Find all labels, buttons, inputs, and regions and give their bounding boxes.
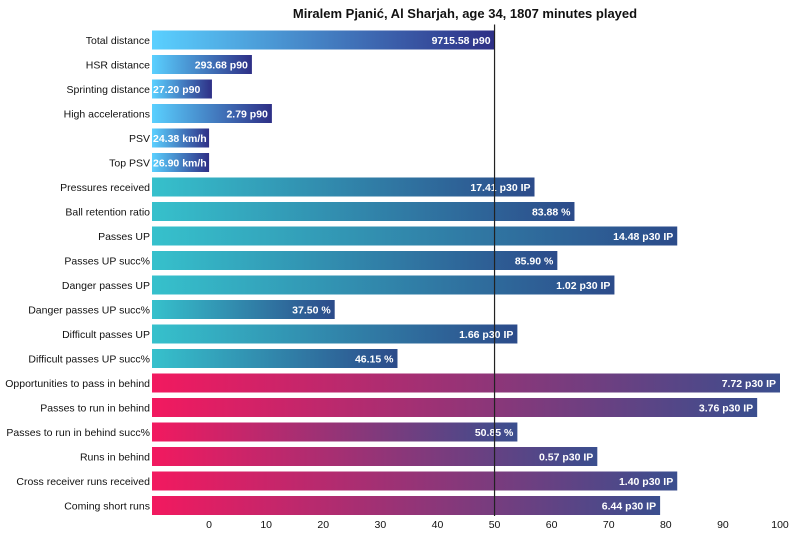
bar [152,251,558,270]
value-label: 26.90 km/h [153,158,207,170]
category-label: Coming short runs [64,501,150,513]
value-label: 27.20 p90 [153,84,200,96]
category-label: Passes to run in behind succ% [6,427,150,439]
value-label: 9715.58 p90 [432,35,491,47]
bar [152,373,780,393]
bar [152,422,518,442]
value-label: 83.88 % [532,207,571,219]
value-label: 6.44 p30 IP [602,501,656,513]
bar [152,398,758,417]
bar [152,79,212,99]
value-label: 14.48 p30 IP [613,231,673,243]
x-tick-label: 50 [489,519,501,531]
bar [152,496,661,515]
bar [152,30,495,50]
bar [152,447,598,466]
category-label: Danger passes UP succ% [28,305,150,317]
category-label: Danger passes UP [62,280,150,292]
bar [152,349,398,368]
x-tick-label: 80 [660,519,672,531]
x-tick-label: 40 [432,519,444,531]
chart-title: Miralem Pjanić, Al Sharjah, age 34, 1807… [292,6,638,21]
value-label: 85.90 % [515,256,554,268]
category-label: PSV [129,133,150,145]
x-tick-label: 90 [717,519,729,531]
bar [152,471,678,491]
x-tick-label: 20 [317,519,329,531]
value-label: 2.79 p90 [226,109,268,121]
bar [152,55,252,74]
value-label: 37.50 % [292,305,331,317]
category-label: Ball retention ratio [65,207,150,219]
value-label: 3.76 p30 IP [699,403,753,415]
category-label: Total distance [86,35,150,47]
bar [152,128,210,148]
x-tick-label: 10 [260,519,272,531]
value-label: 1.66 p30 IP [459,329,513,341]
category-label: Runs in behind [80,452,150,464]
value-label: 7.72 p30 IP [722,378,776,390]
category-label: Pressures received [60,182,150,194]
bar [152,202,575,221]
category-label: Cross receiver runs received [16,476,150,488]
category-label: Passes to run in behind [40,403,150,415]
bar [152,226,678,246]
bar [152,275,615,295]
value-label: 24.38 km/h [153,133,207,145]
value-label: 0.57 p30 IP [539,452,593,464]
bar [152,177,535,197]
value-label: 46.15 % [355,354,394,366]
category-label: Difficult passes UP succ% [28,354,150,366]
x-tick-label: 100 [771,519,789,531]
category-label: High accelerations [64,109,150,121]
value-label: 293.68 p90 [195,60,248,72]
value-label: 1.40 p30 IP [619,476,673,488]
value-label: 17.41 p30 IP [470,182,530,194]
value-label: 1.02 p30 IP [556,280,610,292]
bar [152,153,210,172]
category-label: Difficult passes UP [62,329,150,341]
category-label: Top PSV [109,158,150,170]
category-label: Opportunities to pass in behind [5,378,150,390]
x-tick-label: 60 [546,519,558,531]
bar [152,104,272,123]
x-tick-label: 0 [206,519,212,531]
bar [152,300,335,319]
category-label: Passes UP succ% [64,256,150,268]
x-tick-label: 70 [603,519,615,531]
bar [152,324,518,344]
category-label: Passes UP [98,231,150,243]
x-tick-label: 30 [375,519,387,531]
category-label: HSR distance [86,60,150,72]
category-label: Sprinting distance [67,84,151,96]
